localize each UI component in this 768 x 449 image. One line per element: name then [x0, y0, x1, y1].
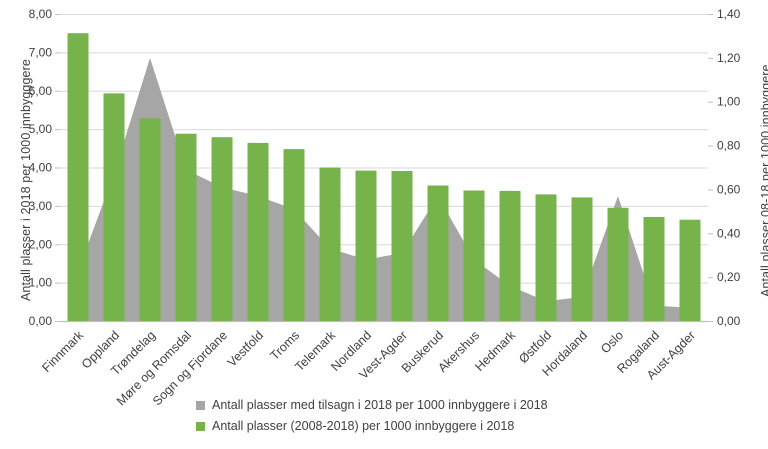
left-axis-tick-label: 4,00 — [29, 161, 53, 175]
bar-Troms — [283, 149, 305, 321]
x-axis-label-Troms: Troms — [268, 328, 303, 363]
bar-Oslo — [607, 207, 629, 321]
x-axis-label-Hedmark: Hedmark — [472, 328, 518, 374]
left-axis-tick-label: 1,00 — [29, 276, 53, 290]
bar-Nordland — [355, 170, 377, 321]
right-axis-tick-label: 1,20 — [717, 51, 741, 65]
legend-swatch-green — [196, 421, 205, 431]
bar-Vestfold — [247, 142, 269, 321]
bar-Finnmark — [67, 33, 89, 321]
area-series-tilsagn-2018 — [78, 57, 690, 322]
left-axis-tick-label: 8,00 — [29, 7, 53, 21]
right-axis-tick-label: 0,00 — [717, 314, 741, 328]
left-axis-tick-label: 7,00 — [29, 45, 53, 59]
left-axis-tick-label: 2,00 — [29, 237, 53, 251]
legend-item-area-series: Antall plasser med tilsagn i 2018 per 10… — [196, 398, 548, 412]
right-axis-tick-label: 0,40 — [717, 226, 741, 240]
bar-Rogaland — [643, 217, 665, 321]
bar-Hedmark — [499, 190, 521, 321]
legend: Antall plasser med tilsagn i 2018 per 10… — [196, 398, 548, 433]
bar-Vest-Agder — [391, 171, 413, 321]
bar-Møre og Romsdal — [175, 133, 197, 321]
legend-swatch-gray — [196, 400, 205, 410]
bar-Buskerud — [427, 185, 449, 321]
right-axis-tick-label: 0,80 — [717, 139, 741, 153]
x-axis-label-Vestfold: Vestfold — [225, 328, 266, 369]
bar-Telemark — [319, 167, 341, 321]
y-axis-title-right: Antall plasser 08-18 per 1000 innbyggere — [759, 64, 768, 297]
bar-Trøndelag — [139, 118, 161, 322]
legend-label-bar-series: Antall plasser (2008-2018) per 1000 innb… — [212, 419, 515, 433]
legend-label-area-series: Antall plasser med tilsagn i 2018 per 10… — [212, 398, 548, 412]
y-axis-title-left: Antall plasser i 2018 per 1000 innbyggge… — [19, 59, 33, 301]
left-axis-tick-label: 3,00 — [29, 199, 53, 213]
bar-Oppland — [103, 93, 125, 322]
left-axis-tick-label: 6,00 — [29, 84, 53, 98]
x-axis-label-Finnmark: Finnmark — [39, 328, 86, 375]
left-axis-tick-label: 0,00 — [29, 314, 53, 328]
legend-item-bar-series: Antall plasser (2008-2018) per 1000 innb… — [196, 419, 548, 433]
bar-Hordaland — [571, 197, 593, 321]
x-axis-label-Oslo: Oslo — [598, 328, 626, 356]
bar-Akershus — [463, 190, 485, 321]
bar-Østfold — [535, 194, 557, 321]
bar-Sogn og Fjordane — [211, 137, 233, 321]
right-axis-tick-label: 0,20 — [717, 270, 741, 284]
right-axis-tick-label: 0,60 — [717, 182, 741, 196]
left-axis-tick-label: 5,00 — [29, 122, 53, 136]
right-axis-tick-label: 1,40 — [717, 7, 741, 21]
right-axis-tick-label: 1,00 — [717, 95, 741, 109]
bar-Aust-Agder — [679, 219, 701, 321]
